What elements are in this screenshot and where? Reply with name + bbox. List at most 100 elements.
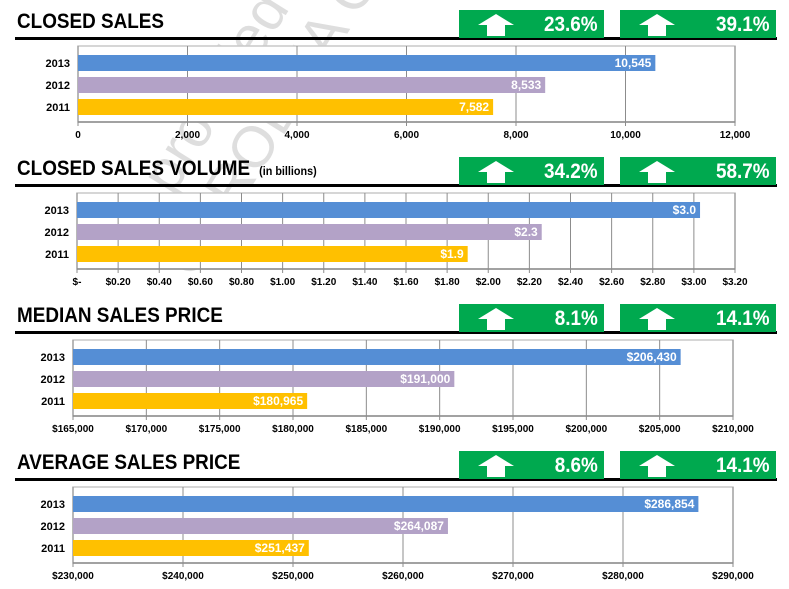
bar-2012 [73, 371, 455, 387]
title-text: CLOSED SALES [17, 10, 165, 33]
data-label: $2.3 [514, 225, 538, 239]
x-tick-label: $3.00 [681, 277, 706, 288]
x-tick-label: $270,000 [492, 571, 534, 582]
x-tick-label: $200,000 [565, 424, 607, 435]
x-tick-label: $195,000 [492, 424, 534, 435]
arrow-up-icon [478, 308, 514, 330]
bar-2013 [73, 349, 681, 365]
title-text: AVERAGE SALES PRICE [17, 451, 241, 474]
x-tick-label: $170,000 [125, 424, 167, 435]
data-label: $251,437 [255, 541, 305, 555]
y-category-label: 2012 [45, 227, 69, 239]
change-badge: 8.1% [459, 304, 604, 332]
change-badge: 8.6% [459, 451, 604, 479]
x-tick-label: $205,000 [639, 424, 681, 435]
bar-2013 [77, 202, 701, 218]
data-label: 8,533 [511, 78, 541, 92]
x-tick-label: $0.60 [188, 277, 213, 288]
section-title: AVERAGE SALES PRICE [17, 451, 240, 475]
x-tick-label: $2.00 [476, 277, 501, 288]
change-badge: 23.6% [459, 10, 604, 38]
data-label: $286,854 [644, 497, 694, 511]
arrow-up-icon [478, 161, 514, 183]
x-tick-label: $210,000 [712, 424, 754, 435]
change-value: 58.7% [716, 160, 770, 183]
data-label: 10,545 [615, 56, 652, 70]
bar-chart: $165,000 $170,000 $175,000 $180,000 $185,000… [41, 339, 754, 435]
title-text: MEDIAN SALES PRICE [17, 304, 223, 327]
arrow-up-icon [639, 308, 675, 330]
change-value: 8.1% [554, 307, 598, 330]
bar-chart: $230,000 $240,000 $250,000 $260,000 $270,000… [41, 486, 754, 582]
change-value: 23.6% [544, 13, 598, 36]
arrow-up-icon [478, 14, 514, 36]
section-title: CLOSED SALES [17, 10, 164, 34]
chart-section: CLOSED SALES VOLUME (in billions) 34.2% 58.… [0, 147, 789, 294]
subtitle-text: (in billions) [259, 164, 317, 178]
divider [15, 37, 777, 40]
data-label: $264,087 [394, 519, 444, 533]
arrow-up-icon [639, 161, 675, 183]
x-tick-label: 12,000 [720, 130, 751, 141]
x-tick-label: $1.40 [352, 277, 377, 288]
data-label: 7,582 [459, 100, 489, 114]
x-tick-label: $175,000 [199, 424, 241, 435]
data-label: $1.9 [440, 247, 464, 261]
change-value: 8.6% [554, 454, 598, 477]
x-tick-label: 10,000 [610, 130, 641, 141]
change-badge: 14.1% [620, 304, 776, 332]
x-tick-label: $180,000 [272, 424, 314, 435]
change-value: 14.1% [716, 307, 770, 330]
x-tick-label: 4,000 [284, 130, 309, 141]
x-tick-label: $0.20 [106, 277, 131, 288]
x-tick-label: $165,000 [52, 424, 94, 435]
chart-section: CLOSED SALES 23.6% 39.1% 0 2,000 4,000 6,000 8,… [0, 0, 789, 147]
x-tick-label: $230,000 [52, 571, 94, 582]
bar-2011 [73, 540, 309, 556]
x-tick-label: 6,000 [394, 130, 419, 141]
y-category-label: 2011 [41, 543, 65, 555]
x-tick-label: $290,000 [712, 571, 754, 582]
y-category-label: 2012 [41, 521, 65, 533]
y-category-label: 2013 [46, 58, 70, 70]
bar-2011 [73, 393, 308, 409]
x-tick-label: $1.00 [270, 277, 295, 288]
x-tick-label: $0.40 [147, 277, 172, 288]
change-value: 34.2% [544, 160, 598, 183]
arrow-up-icon [639, 14, 675, 36]
data-label: $3.0 [673, 203, 697, 217]
change-badge: 39.1% [620, 10, 776, 38]
y-category-label: 2013 [41, 352, 65, 364]
bar-chart: 0 2,000 4,000 6,000 8,000 10,000 12,000 2013 10,… [46, 45, 751, 141]
change-value: 39.1% [716, 13, 770, 36]
bar-2011 [78, 99, 494, 115]
change-badge: 34.2% [459, 157, 604, 185]
bar-2012 [78, 77, 546, 93]
change-badge: 14.1% [620, 451, 776, 479]
bar-2012 [73, 518, 448, 534]
y-category-label: 2012 [41, 374, 65, 386]
x-tick-label: 2,000 [175, 130, 200, 141]
x-tick-label: $3.20 [722, 277, 747, 288]
x-tick-label: $0.80 [229, 277, 254, 288]
title-text: CLOSED SALES VOLUME [17, 157, 251, 180]
bar-2011 [77, 246, 468, 262]
x-tick-label: 8,000 [503, 130, 528, 141]
x-tick-label: 0 [75, 130, 81, 141]
arrow-up-icon [639, 455, 675, 477]
x-tick-label: $2.20 [517, 277, 542, 288]
data-label: $206,430 [627, 350, 677, 364]
x-tick-label: $1.20 [311, 277, 336, 288]
bar-2012 [77, 224, 542, 240]
divider [15, 184, 777, 187]
y-category-label: 2013 [45, 205, 69, 217]
x-tick-label: $- [73, 277, 82, 288]
data-label: $180,965 [253, 394, 303, 408]
y-category-label: 2011 [46, 102, 70, 114]
chart-section: MEDIAN SALES PRICE 8.1% 14.1% $165,000 $170,… [0, 294, 789, 441]
x-tick-label: $250,000 [272, 571, 314, 582]
divider [15, 478, 777, 481]
y-category-label: 2011 [41, 396, 65, 408]
x-tick-label: $280,000 [602, 571, 644, 582]
x-tick-label: $185,000 [345, 424, 387, 435]
